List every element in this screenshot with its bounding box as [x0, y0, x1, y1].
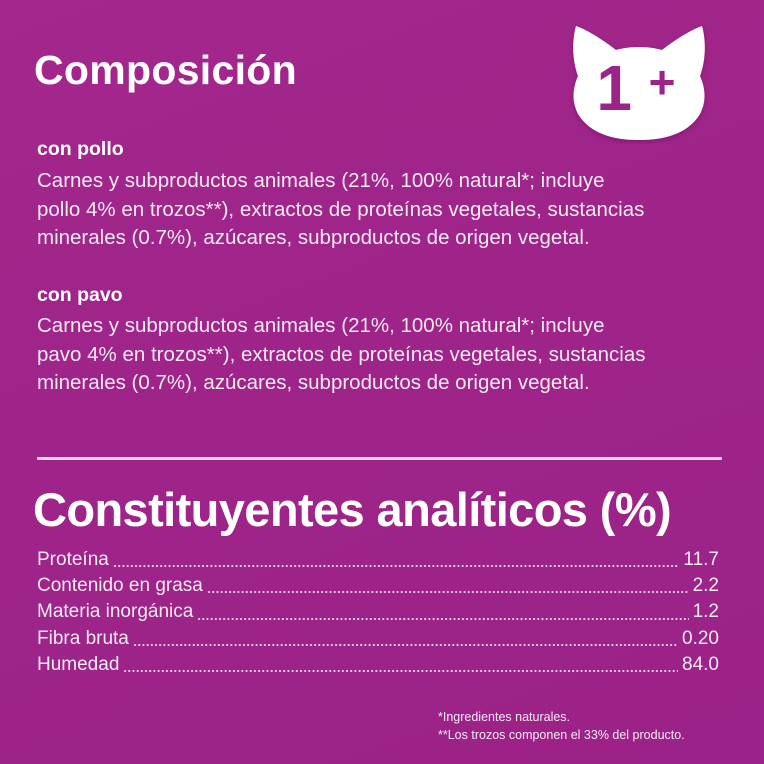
variant-title-pollo: con pollo: [37, 138, 124, 160]
analytical-title: Constituyentes analíticos (%): [33, 483, 672, 536]
dot-leader: [132, 642, 679, 647]
description-line: pavo 4% en trozos**), extractos de prote…: [37, 342, 646, 366]
dot-leader: [197, 616, 689, 621]
row-label: Contenido en grasa: [37, 575, 203, 597]
dot-leader: [206, 590, 689, 595]
variant-description-pollo: Carnes y subproductos animales (21%, 100…: [37, 167, 737, 253]
row-value: 11.7: [683, 549, 719, 570]
table-row: Materia inorgánica 1.2: [37, 601, 719, 627]
table-row: Contenido en grasa 2.2: [37, 575, 719, 601]
dot-leader: [123, 668, 679, 673]
row-value: 1.2: [692, 601, 719, 623]
row-label: Materia inorgánica: [37, 601, 194, 623]
description-line: minerales (0.7%), azúcares, subproductos…: [37, 226, 590, 249]
table-row: Humedad 84.0: [37, 654, 719, 680]
description-line: minerales (0.7%), azúcares, subproductos…: [37, 371, 590, 394]
variant-title-pavo: con pavo: [37, 284, 123, 306]
cat-head-icon: 1 +: [573, 26, 705, 140]
row-label: Humedad: [37, 653, 120, 675]
age-badge: 1 +: [566, 20, 712, 144]
row-value: 2.2: [692, 575, 719, 597]
footnote: *Ingredientes naturales.: [438, 710, 571, 724]
row-value: 84.0: [682, 653, 719, 675]
table-row: Proteína 11.7: [37, 549, 719, 575]
badge-number: 1: [596, 52, 632, 124]
table-row: Fibra bruta 0.20: [37, 628, 719, 654]
footnotes: *Ingredientes naturales. **Los trozos co…: [438, 708, 685, 744]
analytical-table: Proteína 11.7 Contenido en grasa 2.2 Mat…: [37, 549, 719, 680]
composition-title: Composición: [34, 47, 297, 93]
dot-leader: [112, 564, 680, 569]
variant-description-pavo: Carnes y subproductos animales (21%, 100…: [37, 312, 737, 398]
row-value: 0.20: [682, 627, 719, 649]
section-divider: [37, 457, 722, 460]
row-label: Fibra bruta: [37, 627, 129, 649]
description-line: Carnes y subproductos animales (21%, 100…: [37, 169, 605, 192]
footnote: **Los trozos componen el 33% del product…: [438, 728, 685, 742]
badge-plus: +: [649, 56, 676, 108]
row-label: Proteína: [37, 549, 109, 570]
description-line: Carnes y subproductos animales (21%, 100…: [37, 314, 605, 337]
description-line: pollo 4% en trozos**), extractos de prot…: [37, 197, 645, 221]
